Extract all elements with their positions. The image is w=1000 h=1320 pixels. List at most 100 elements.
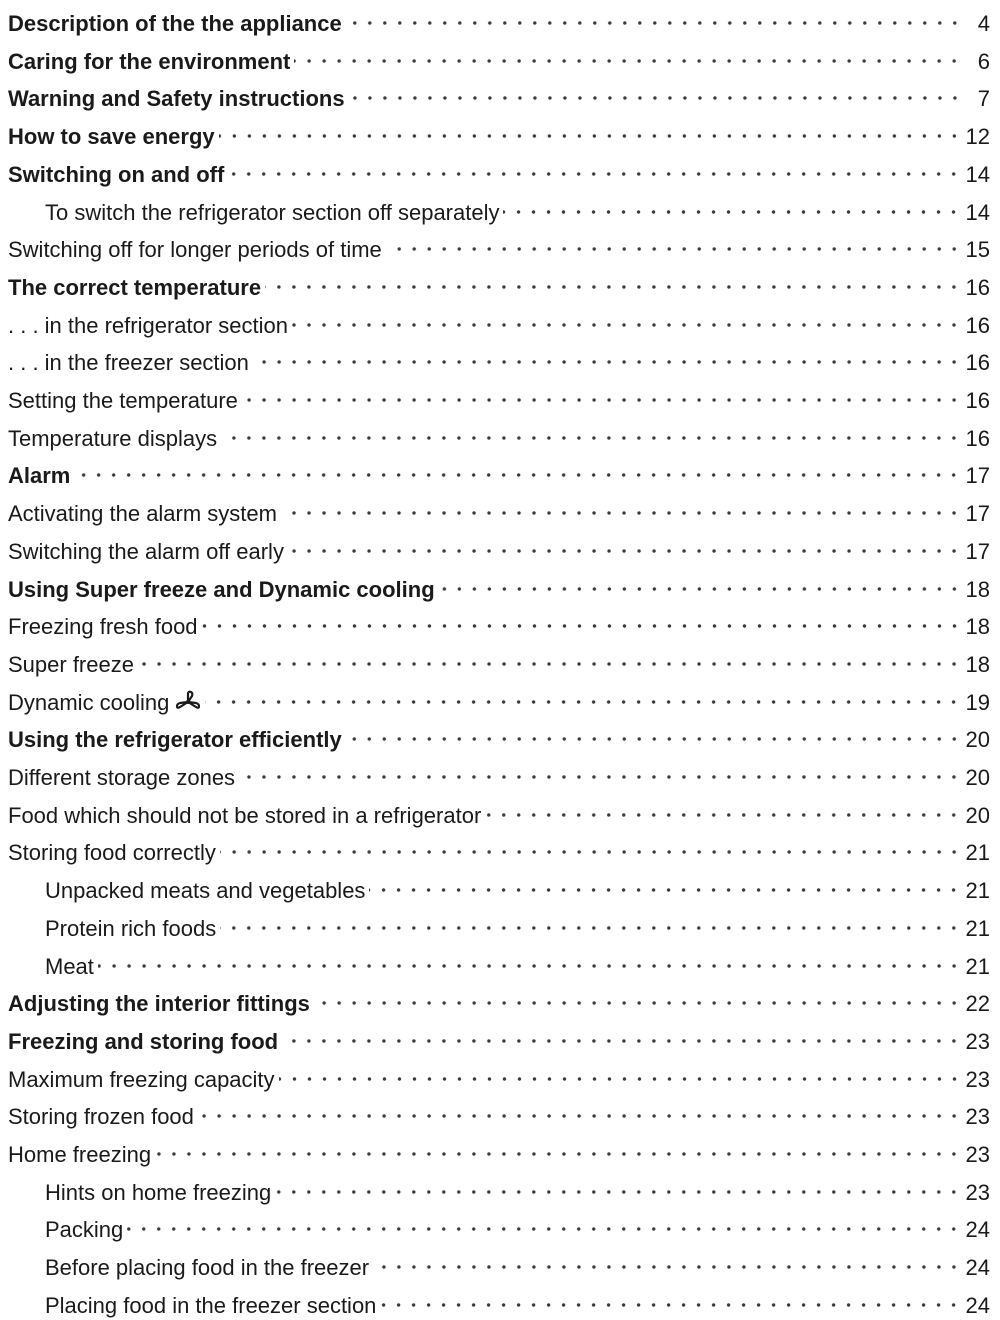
toc-entry[interactable]: Switching the alarm off early 17 [8,528,990,566]
dot-leader [275,1178,962,1207]
toc-entry[interactable]: Hints on home freezing 23 [8,1169,990,1207]
toc-entry-text: How to save energy [8,124,215,150]
toc-entry[interactable]: The correct temperature 16 [8,264,990,302]
toc-entry[interactable]: Different storage zones 20 [8,754,990,792]
toc-entry[interactable]: Storing food correctly 21 [8,829,990,868]
toc-entry[interactable]: Warning and Safety instructions 7 [8,75,990,114]
toc-entry-page-number: 4 [977,11,990,36]
dot-leader [197,1103,962,1132]
toc-entry-text: Description of the the appliance [8,11,342,36]
dot-leader [282,1027,962,1056]
toc-entry-page-number: 23 [965,1028,990,1054]
toc-entry[interactable]: To switch the refrigerator section off s… [8,189,990,227]
toc-entry[interactable]: Switching off for longer periods of time… [8,226,990,265]
toc-entry[interactable]: Home freezing 23 [8,1131,990,1169]
toc-entry-text: Switching the alarm off early [8,538,284,564]
toc-entry[interactable]: Unpacked meats and vegetables 21 [8,867,990,906]
toc-entry-label: Caring for the environment [8,48,290,76]
toc-entry-text: Activating the alarm system [8,501,277,527]
toc-entry-label: Activating the alarm system [8,500,277,528]
dot-leader [278,1065,962,1094]
toc-entry-label: Placing food in the freezer section [8,1292,376,1320]
toc-entry-text: Before placing food in the freezer [45,1255,370,1281]
toc-entry[interactable]: Before placing food in the freezer 24 [8,1244,990,1283]
toc-entry[interactable]: Adjusting the interior fittings 22 [8,980,990,1019]
toc-entry-label: . . . in the refrigerator section [8,312,288,340]
toc-entry-label: Protein rich foods [8,915,216,943]
toc-entry-page-number: 17 [965,538,990,564]
toc-entry[interactable]: Using Super freeze and Dynamic cooling 18 [8,566,990,604]
dot-leader [503,198,962,227]
dot-leader [205,688,962,717]
dot-leader [221,424,962,453]
dot-leader [74,462,962,491]
toc-entry-page-number: 20 [965,727,990,753]
toc-entry-text: Warning and Safety instructions [8,86,345,112]
toc-entry[interactable]: . . . in the freezer section 16 [8,339,990,378]
dot-leader [294,47,962,76]
toc-entry-text: Alarm [8,463,71,489]
toc-entry[interactable]: Caring for the environment 6 [8,38,990,76]
toc-entry-text: To switch the refrigerator section off s… [45,199,500,225]
toc-entry-text: Hints on home freezing [45,1179,272,1205]
toc-entry-label: Super freeze [8,651,134,679]
toc-entry-label: Packing [8,1216,123,1244]
dot-leader [485,801,962,830]
toc-entry-label: Setting the temperature [8,387,238,415]
toc-entry[interactable]: Protein rich foods 21 [8,905,990,943]
toc-entry[interactable]: Activating the alarm system 17 [8,490,990,529]
toc-entry[interactable]: Placing food in the freezer section 24 [8,1282,990,1320]
dot-leader [313,990,962,1019]
toc-entry[interactable]: How to save energy 12 [8,113,990,152]
toc-entry-label: Different storage zones [8,764,235,792]
dot-leader [127,1216,962,1245]
toc-entry[interactable]: Temperature displays 16 [8,415,990,453]
dot-leader [345,726,962,755]
toc-entry[interactable]: Using the refrigerator efficiently 20 [8,716,990,755]
toc-entry-label: Before placing food in the freezer [8,1254,369,1282]
toc-entry-text: Unpacked meats and vegetables [45,878,366,904]
toc-entry-label: Dynamic cooling [8,689,201,717]
dot-leader [241,387,962,415]
toc-entry-page-number: 16 [965,425,990,451]
toc-entry-page-number: 21 [965,953,990,979]
toc-entry-text: Dynamic cooling [8,689,170,715]
dot-leader [228,160,962,189]
toc-entry-text: Freezing fresh food [8,614,198,640]
toc-entry-page-number: 23 [965,1066,990,1092]
toc-entry[interactable]: . . . in the refrigerator section 16 [8,302,990,340]
toc-entry[interactable]: Alarm 17 [8,452,990,491]
toc-entry-label: The correct temperature [8,274,261,302]
toc-entry-text: Caring for the environment [8,48,291,74]
toc-entry-text: Using the refrigerator efficiently [8,727,342,753]
toc-entry[interactable]: Packing 24 [8,1206,990,1245]
toc-entry[interactable]: Freezing and storing food 23 [8,1018,990,1056]
toc-entry[interactable]: Dynamic cooling 19 [8,679,990,717]
toc-entry[interactable]: Maximum freezing capacity 23 [8,1056,990,1094]
toc-entry-text: Meat [45,953,94,979]
dot-leader [218,123,962,152]
toc-entry-label: Alarm [8,462,70,490]
toc-entry[interactable]: Freezing fresh food 18 [8,603,990,642]
toc-entry-label: Meat [8,953,94,981]
toc-entry[interactable]: Super freeze 18 [8,641,990,679]
toc-entry[interactable]: Storing frozen food 23 [8,1093,990,1132]
toc-entry[interactable]: Switching on and off 14 [8,151,990,189]
dot-leader [219,839,962,868]
toc-entry-page-number: 22 [965,991,990,1017]
toc-entry-label: Unpacked meats and vegetables [8,877,365,905]
dot-leader [201,613,962,642]
toc-entry-page-number: 21 [965,915,990,941]
toc-entry[interactable]: Description of the the appliance 4 [8,0,990,38]
toc-entry-label: Switching off for longer periods of time [8,236,382,264]
toc-entry-label: Freezing fresh food [8,613,198,641]
toc-entry-text: Different storage zones [8,765,236,790]
toc-entry-page-number: 16 [965,388,990,413]
toc-entry-page-number: 12 [965,124,990,150]
toc-entry-page-number: 24 [965,1217,990,1243]
toc-entry-label: . . . in the freezer section [8,349,249,377]
toc-entry[interactable]: Setting the temperature 16 [8,377,990,415]
toc-entry-label: Hints on home freezing [8,1179,271,1207]
toc-entry[interactable]: Food which should not be stored in a ref… [8,792,990,830]
toc-entry[interactable]: Meat 21 [8,943,990,981]
